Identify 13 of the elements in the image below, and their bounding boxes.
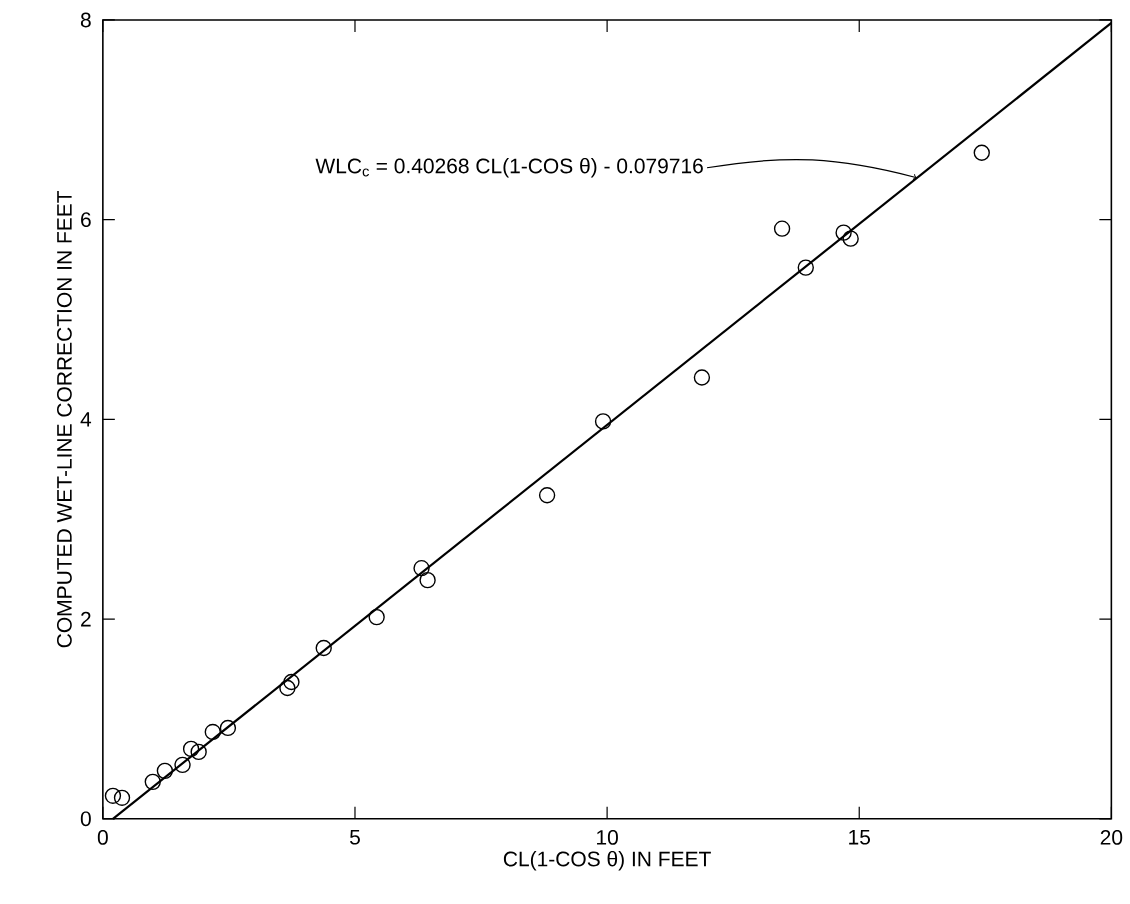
x-tick-label: 20 — [1100, 830, 1123, 845]
x-tick-label: 0 — [97, 830, 108, 845]
annotation: WLC$_{c}$ = 0.40268 CL(1-COS θ) - 0.079716 — [315, 158, 703, 178]
x-tick-label: 15 — [849, 830, 871, 845]
y-tick-label: 8 — [80, 12, 91, 28]
y-tick-label: 2 — [81, 611, 91, 627]
x-axis-title: CL(1-COS θ) IN FEET — [503, 851, 711, 871]
y-tick-label: 4 — [80, 412, 92, 427]
y-tick-label: 0 — [80, 811, 91, 827]
y-axis-title: COMPUTED WET-LINE CORRECTION IN FEET — [56, 191, 72, 648]
x-tick-label: 5 — [349, 830, 360, 845]
y-tick-label: 6 — [81, 212, 91, 228]
x-tick-label: 10 — [597, 830, 618, 845]
